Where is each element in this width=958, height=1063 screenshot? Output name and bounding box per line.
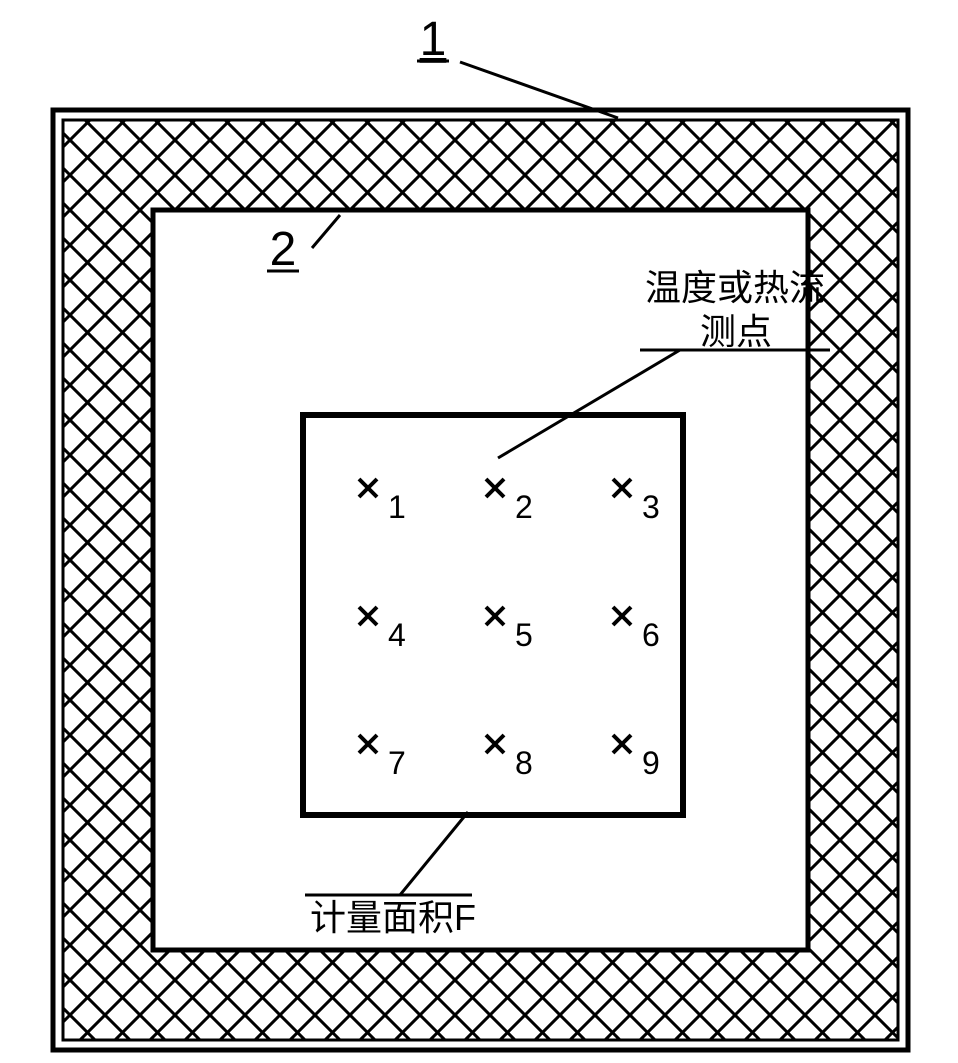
measure-point-label-2: 测点 — [700, 311, 772, 352]
diagram-svg: 1 2 3 4 5 6 7 8 9 1 2 温度或热流测点计量面积F — [0, 0, 958, 1063]
measure-point-label-1: 温度或热流 — [645, 267, 825, 308]
point-label-5: 5 — [515, 617, 533, 653]
point-label-1: 1 — [388, 489, 406, 525]
callout-2-number: 2 — [270, 223, 297, 276]
point-label-8: 8 — [515, 745, 533, 781]
callout-1-number: 1 — [420, 13, 447, 66]
area-label-text: 计量面积F — [310, 897, 476, 938]
point-label-4: 4 — [388, 617, 406, 653]
point-label-7: 7 — [388, 745, 406, 781]
point-label-3: 3 — [642, 489, 660, 525]
point-label-9: 9 — [642, 745, 660, 781]
point-label-6: 6 — [642, 617, 660, 653]
diagram-container: 1 2 3 4 5 6 7 8 9 1 2 温度或热流测点计量面积F — [0, 0, 958, 1063]
point-label-2: 2 — [515, 489, 533, 525]
